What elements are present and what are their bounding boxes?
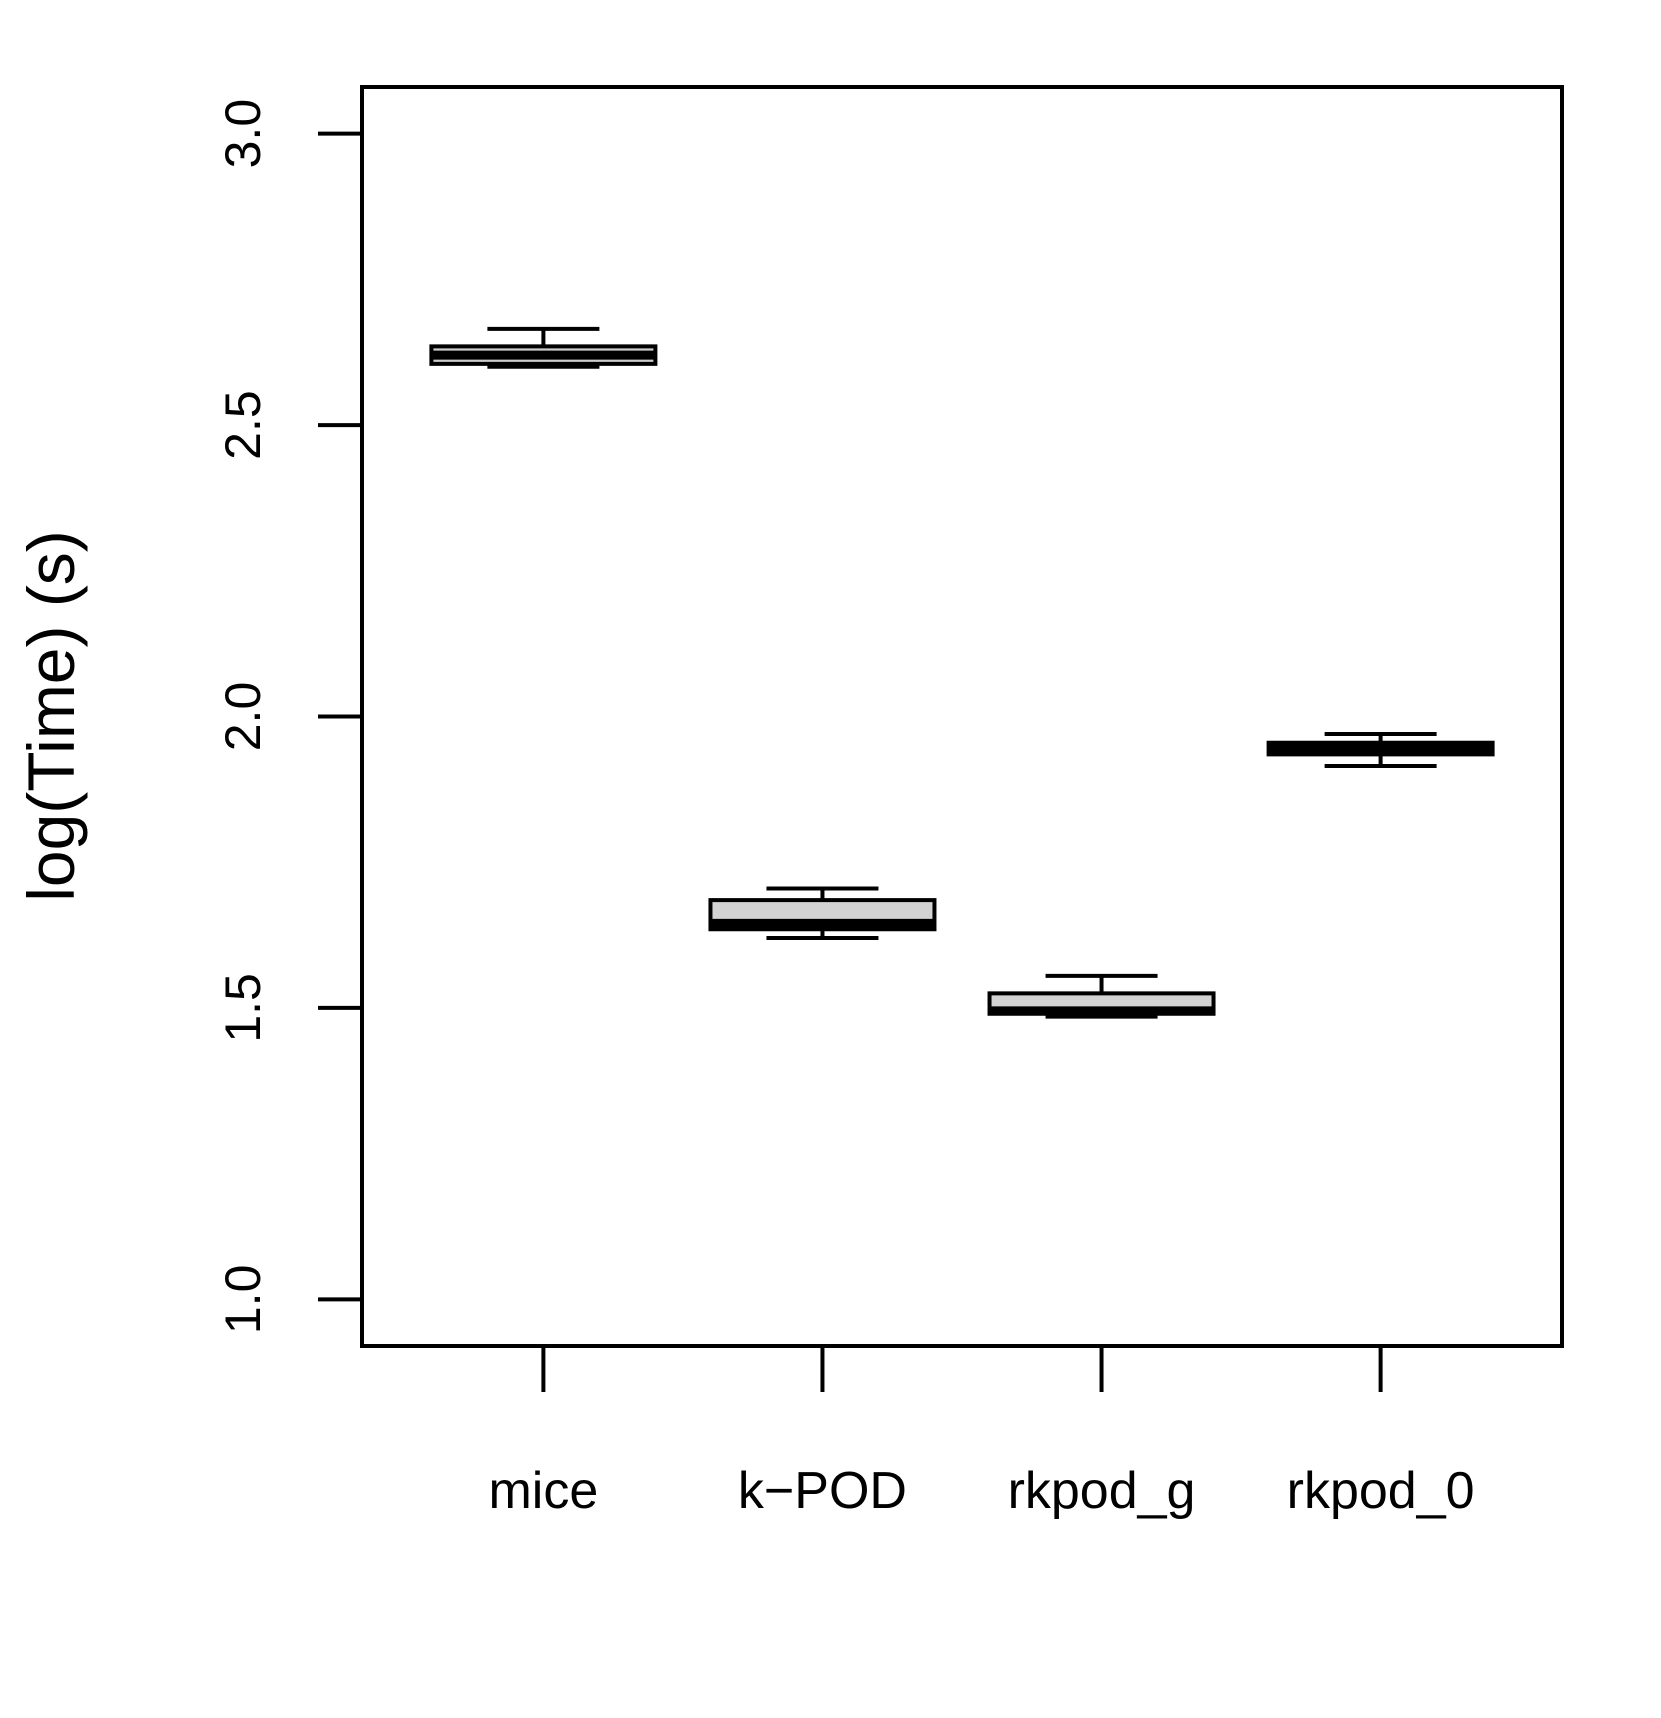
y-tick-label: 2.0 xyxy=(215,682,271,752)
y-axis-label: log(Time) (s) xyxy=(14,530,88,902)
y-tick-label: 2.5 xyxy=(215,390,271,460)
box-1 xyxy=(708,886,937,940)
y-tick-label: 1.0 xyxy=(215,1265,271,1335)
x-category-label: rkpod_0 xyxy=(1287,1462,1475,1520)
x-category-label: mice xyxy=(488,1462,598,1520)
y-tick-label: 3.0 xyxy=(215,99,271,169)
box-2 xyxy=(987,973,1216,1019)
box-0 xyxy=(429,326,658,369)
plot-frame xyxy=(360,85,1564,1348)
x-category-label: k−POD xyxy=(738,1462,907,1520)
x-axis: mice k−POD rkpod_g rkpod_0 xyxy=(488,1346,1475,1520)
y-axis: 1.0 1.5 2.0 2.5 3.0 xyxy=(215,99,362,1334)
y-tick-label: 1.5 xyxy=(215,973,271,1043)
box-3 xyxy=(1266,731,1495,769)
boxplot-group xyxy=(429,326,1495,1019)
x-category-label: rkpod_g xyxy=(1008,1462,1196,1520)
